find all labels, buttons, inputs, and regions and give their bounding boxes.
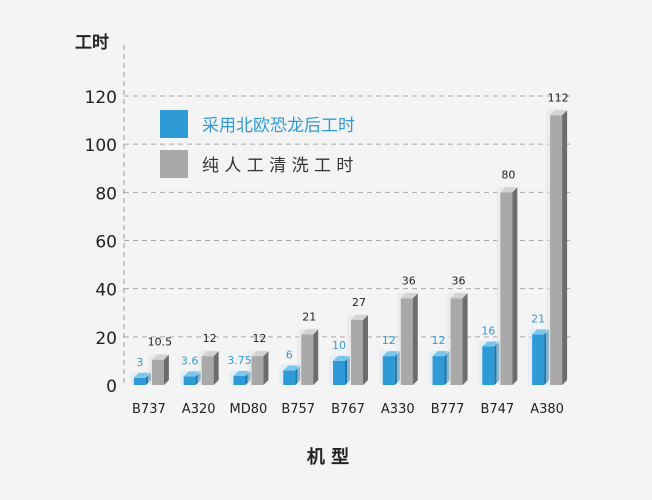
data-label: 10.5 (148, 336, 173, 349)
data-label: 3.6 (181, 354, 199, 367)
data-label: 27 (352, 296, 366, 309)
data-label: 3.75 (227, 354, 252, 367)
data-label: 6 (286, 349, 293, 362)
bar (450, 298, 463, 385)
legend: 采用北欧恐龙后工时 纯 人 工 清 洗 工 时 (160, 110, 355, 178)
bar-top (482, 341, 500, 347)
bar-top (183, 371, 201, 377)
bar-top (251, 351, 269, 357)
bar (500, 192, 513, 385)
x-tick-label: B747 (480, 402, 514, 417)
bar-top (333, 355, 350, 361)
y-axis-label: 工时 (75, 33, 109, 53)
data-label: 21 (531, 312, 545, 325)
bar-side (363, 314, 368, 385)
data-label: 3 (136, 356, 143, 369)
bar-side (462, 293, 468, 385)
x-tick-label: B757 (281, 402, 315, 417)
data-label: 21 (302, 310, 316, 323)
bar-top (400, 293, 418, 299)
x-tick-label: A330 (381, 402, 415, 417)
bar (283, 370, 296, 385)
bar-side (313, 329, 319, 385)
x-tick-label: B777 (431, 402, 465, 417)
x-tick-label: B767 (331, 402, 365, 417)
x-axis-label: 机 型 (307, 446, 349, 468)
bar-top (133, 372, 151, 378)
bar (333, 360, 345, 385)
legend-label-series-2: 纯 人 工 清 洗 工 时 (202, 156, 353, 176)
bar-top (382, 351, 400, 357)
bar-top (201, 351, 219, 357)
y-tick-label: 40 (95, 281, 117, 301)
x-tick-label: B737 (132, 402, 166, 417)
data-label: 36 (452, 274, 466, 287)
bar-top (283, 365, 301, 371)
bar (400, 298, 413, 385)
bar (550, 115, 563, 386)
bar (251, 356, 264, 385)
bar-top (500, 187, 518, 193)
bars (129, 109, 568, 386)
bar-side (163, 354, 169, 385)
y-tick-label: 60 (95, 233, 117, 253)
legend-swatch-blue (160, 110, 188, 138)
data-label: 10 (332, 339, 346, 352)
bar (183, 376, 196, 385)
bar-top (351, 314, 368, 320)
axes: 工时 机 型 0 20 40 60 80 100 120 B737 A320 MD80 B757 B7… (75, 33, 564, 468)
bar-top (151, 354, 169, 360)
bar (201, 356, 214, 385)
data-label: 80 (501, 168, 515, 181)
data-label: 36 (402, 274, 416, 287)
y-tick-label: 20 (95, 329, 117, 349)
bar-top (301, 329, 319, 335)
bar (432, 356, 445, 385)
y-tick-label: 100 (85, 136, 117, 156)
bar (532, 334, 545, 385)
x-tick-label: A320 (182, 402, 216, 417)
bar-side (512, 187, 518, 385)
bar (233, 375, 246, 385)
bar (351, 319, 363, 385)
bar (301, 334, 314, 385)
bar-top (550, 110, 568, 116)
bar (382, 356, 395, 385)
bar (482, 346, 495, 385)
data-label: 16 (481, 324, 495, 337)
bar (151, 359, 164, 385)
bar-top (233, 370, 251, 376)
y-tick-label: 0 (106, 377, 117, 397)
data-label: 12 (432, 334, 446, 347)
bar-top (450, 293, 468, 299)
bar-side (562, 110, 568, 386)
data-label: 112 (548, 91, 569, 104)
y-tick-label: 80 (95, 184, 117, 204)
data-label: 12 (252, 332, 266, 345)
data-label: 12 (382, 334, 396, 347)
bar-top (532, 329, 550, 335)
bar-side (213, 351, 219, 385)
x-tick-label: MD80 (230, 402, 268, 417)
bar-side (412, 293, 418, 385)
legend-label-series-1: 采用北欧恐龙后工时 (202, 116, 355, 136)
bar-side (263, 351, 269, 385)
data-label: 12 (203, 332, 217, 345)
x-tick-label: A380 (530, 402, 564, 417)
legend-swatch-gray (160, 150, 188, 178)
bar (133, 377, 146, 385)
y-tick-label: 120 (85, 88, 117, 108)
bar-top (432, 351, 450, 357)
